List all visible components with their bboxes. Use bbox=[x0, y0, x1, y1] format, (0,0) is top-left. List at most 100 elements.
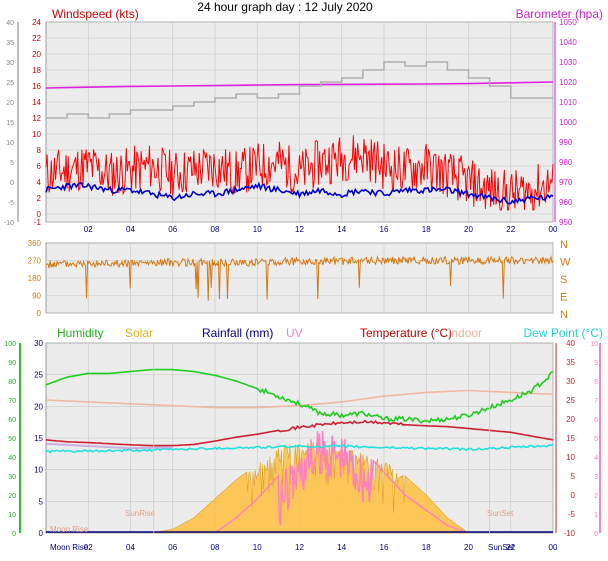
temperature-line bbox=[45, 419, 554, 447]
sunset-axis-label: SunSet bbox=[488, 543, 515, 552]
wind-tick-label: 22 bbox=[32, 34, 41, 43]
x-tick-label: 00 bbox=[549, 225, 558, 234]
wind-tick-label: 18 bbox=[32, 66, 41, 75]
x-tick-label: 12 bbox=[295, 543, 304, 552]
uv-tick-label: 9 bbox=[594, 360, 598, 367]
x-tick-label: 20 bbox=[464, 225, 473, 234]
uv-tick-label: 8 bbox=[594, 379, 598, 386]
outer-tick-label: 25 bbox=[6, 80, 14, 87]
x-tick-label: 22 bbox=[506, 543, 515, 552]
windspeed-line bbox=[45, 135, 554, 211]
sunset-label: SunSet bbox=[487, 509, 514, 518]
outer-tick-label: -10 bbox=[4, 220, 14, 227]
wind-tick-label: 24 bbox=[32, 18, 41, 27]
compass-label: W bbox=[560, 257, 571, 269]
compass-label: N bbox=[560, 239, 568, 251]
wind-tick-label: 4 bbox=[37, 178, 42, 187]
outer-tick-label: 10 bbox=[6, 140, 14, 147]
x-tick-label: 18 bbox=[422, 543, 431, 552]
uv-tick-label: 7 bbox=[594, 398, 598, 405]
humidity-tick-label: 100 bbox=[4, 341, 16, 348]
direction-tick-label: 360 bbox=[28, 239, 42, 248]
x-tick-label: 06 bbox=[168, 225, 177, 234]
humidity-tick-label: 20 bbox=[8, 493, 16, 500]
baro-tick-label: 960 bbox=[559, 198, 573, 207]
outer-tick-label: 5 bbox=[10, 160, 14, 167]
x-tick-label: 08 bbox=[211, 543, 220, 552]
rainfall-label: Rainfall (mm) bbox=[202, 326, 273, 340]
x-tick-label: 16 bbox=[380, 543, 389, 552]
outer-tick-label: -5 bbox=[8, 200, 14, 207]
uv-tick-label: 5 bbox=[594, 436, 598, 443]
indoor-label: Indoor bbox=[448, 326, 482, 340]
temp-tick-label: 20 bbox=[566, 415, 575, 424]
barometer-label: Barometer (hpa) bbox=[516, 7, 603, 21]
temp-tick-label: -10 bbox=[563, 529, 575, 538]
humidity-tick-label: 60 bbox=[8, 417, 16, 424]
rain-tick-label: 30 bbox=[34, 339, 43, 348]
wind-tick-label: 0 bbox=[37, 210, 42, 219]
baro-tick-label: 1050 bbox=[559, 18, 577, 27]
x-tick-label: 22 bbox=[506, 225, 515, 234]
uv-tick-label: 1 bbox=[594, 512, 598, 519]
direction-tick-label: 90 bbox=[32, 292, 41, 301]
direction-tick-label: 180 bbox=[28, 274, 42, 283]
humidity-label: Humidity bbox=[57, 326, 104, 340]
temp-tick-label: -5 bbox=[568, 510, 576, 519]
uv-tick-label: 4 bbox=[594, 455, 598, 462]
x-tick-label: 14 bbox=[337, 543, 346, 552]
graph-title: 24 hour graph day : 12 July 2020 bbox=[197, 0, 373, 14]
wind-tick-label: 20 bbox=[32, 50, 41, 59]
rain-tick-label: 5 bbox=[39, 497, 44, 506]
outer-tick-label: 40 bbox=[6, 20, 14, 27]
rain-tick-label: 20 bbox=[34, 402, 43, 411]
dew-point-label: Dew Point (°C) bbox=[524, 326, 603, 340]
wind-tick-label: 6 bbox=[37, 162, 42, 171]
humidity-line bbox=[45, 368, 554, 424]
direction-tick-label: 0 bbox=[37, 309, 42, 318]
x-tick-label: 02 bbox=[84, 225, 93, 234]
temp-tick-label: 15 bbox=[566, 434, 575, 443]
x-tick-label: 16 bbox=[380, 225, 389, 234]
moonrise-axis-label: Moon Rise bbox=[50, 543, 89, 552]
temp-tick-label: 35 bbox=[566, 358, 575, 367]
x-tick-label: 12 bbox=[295, 225, 304, 234]
sunrise-label: SunRise bbox=[125, 509, 156, 518]
baro-tick-label: 1030 bbox=[559, 58, 577, 67]
wind-tick-label: 14 bbox=[32, 98, 41, 107]
uv-tick-label: 10 bbox=[590, 341, 598, 348]
dew-point-line bbox=[45, 443, 554, 454]
solar-label: Solar bbox=[125, 326, 153, 340]
wind-direction-line bbox=[45, 254, 554, 301]
outer-tick-label: 15 bbox=[6, 120, 14, 127]
x-tick-label: 10 bbox=[253, 543, 262, 552]
baro-tick-label: 1020 bbox=[559, 78, 577, 87]
rain-tick-label: 10 bbox=[34, 466, 43, 475]
direction-panel: 360 N 270 W 180 S 90 E 0 N bbox=[28, 239, 571, 321]
wind-average-line bbox=[45, 181, 554, 205]
humidity-tick-label: 70 bbox=[8, 398, 16, 405]
temp-tick-label: 0 bbox=[571, 491, 576, 500]
baro-tick-label: 970 bbox=[559, 178, 573, 187]
compass-label: N bbox=[560, 309, 568, 321]
baro-tick-label: 1040 bbox=[559, 38, 577, 47]
baro-tick-label: 980 bbox=[559, 158, 573, 167]
direction-tick-label: 270 bbox=[28, 257, 42, 266]
x-tick-label: 18 bbox=[422, 225, 431, 234]
temp-tick-label: 25 bbox=[566, 396, 575, 405]
x-tick-label: 02 bbox=[84, 543, 93, 552]
wind-tick-label: 16 bbox=[32, 82, 41, 91]
humidity-tick-label: 80 bbox=[8, 379, 16, 386]
x-tick-label: 04 bbox=[126, 543, 135, 552]
wind-panel: Windspeed (kts) Barometer (hpa) -1024681… bbox=[4, 7, 603, 234]
rain-tick-label: 25 bbox=[34, 371, 43, 380]
barometer-line bbox=[45, 81, 554, 89]
uv-label: UV bbox=[286, 326, 303, 340]
outer-tick-label: 35 bbox=[6, 40, 14, 47]
humidity-tick-label: 50 bbox=[8, 436, 16, 443]
humidity-tick-label: 10 bbox=[8, 512, 16, 519]
x-tick-label: 08 bbox=[211, 225, 220, 234]
wind-tick-label: 10 bbox=[32, 130, 41, 139]
temp-tick-label: 5 bbox=[571, 472, 576, 481]
